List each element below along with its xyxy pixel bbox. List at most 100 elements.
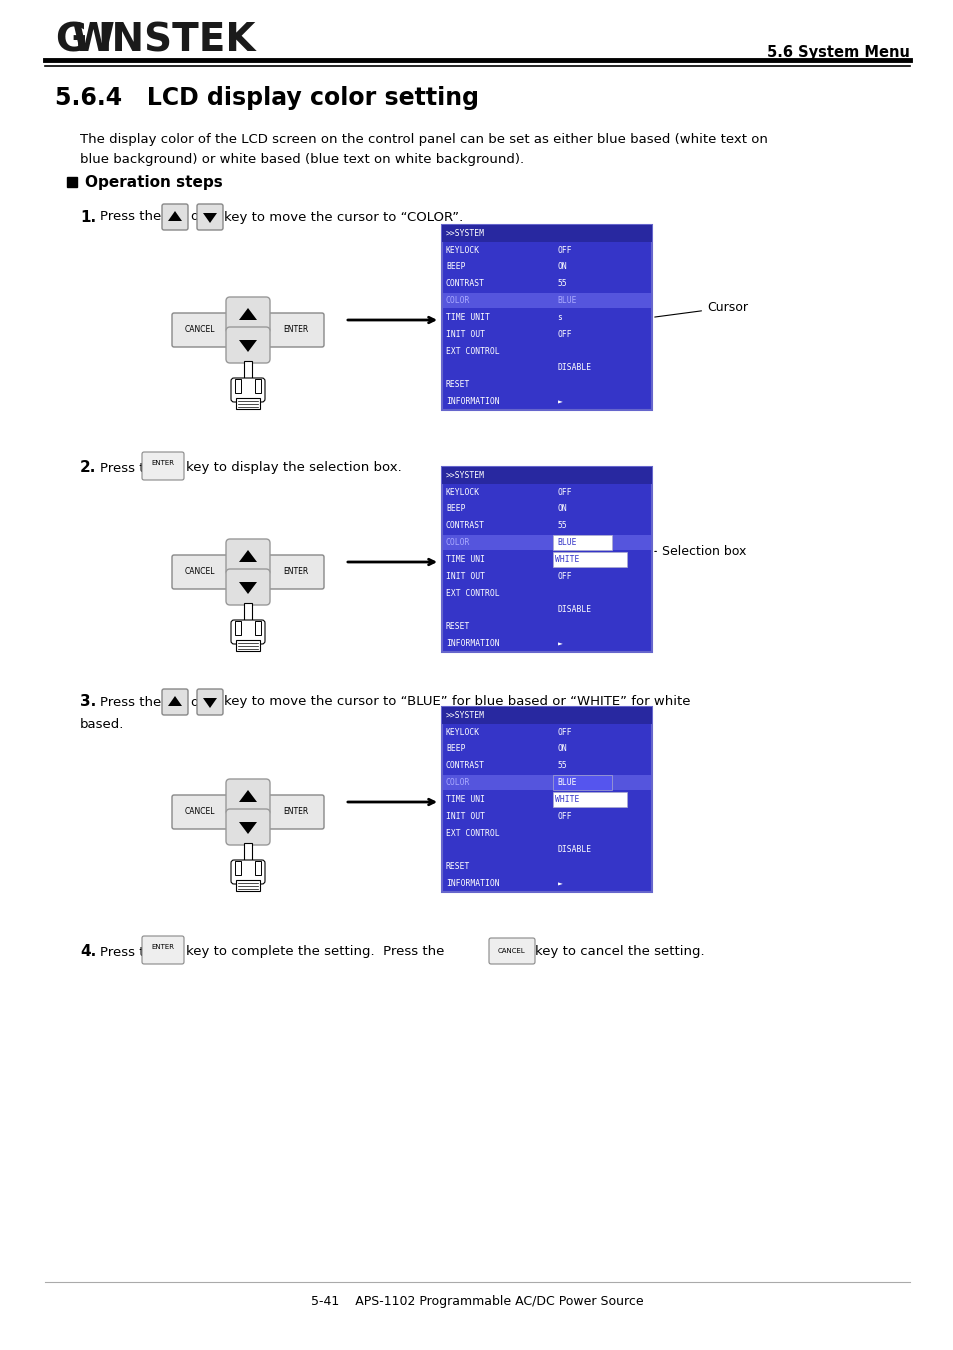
Text: OFF: OFF — [557, 811, 572, 821]
Text: BEEP: BEEP — [446, 262, 465, 271]
Text: 1.: 1. — [80, 209, 96, 224]
Text: WHITE: WHITE — [555, 795, 579, 803]
Text: ON: ON — [557, 505, 567, 513]
Text: BEEP: BEEP — [446, 505, 465, 513]
Text: Press the: Press the — [100, 211, 161, 224]
Bar — [254, 379, 261, 393]
Text: Press the: Press the — [100, 462, 161, 474]
Text: >>SYSTEM: >>SYSTEM — [446, 230, 484, 238]
Text: DISABLE: DISABLE — [557, 363, 591, 373]
Bar — [441, 467, 651, 652]
Bar — [235, 398, 260, 409]
FancyBboxPatch shape — [162, 204, 188, 230]
Text: DISABLE: DISABLE — [557, 845, 591, 855]
Bar — [244, 842, 252, 865]
Text: 3.: 3. — [80, 694, 96, 710]
Bar — [234, 621, 241, 634]
Text: TIME UNIT: TIME UNIT — [446, 313, 489, 321]
Bar — [442, 535, 650, 551]
Text: key to move the cursor to “COLOR”.: key to move the cursor to “COLOR”. — [224, 211, 463, 224]
FancyBboxPatch shape — [268, 795, 324, 829]
Text: RESET: RESET — [446, 381, 470, 389]
Text: KEYLOCK: KEYLOCK — [446, 728, 479, 737]
Text: OFF: OFF — [557, 487, 572, 497]
FancyBboxPatch shape — [172, 555, 228, 589]
Text: INFORMATION: INFORMATION — [446, 879, 499, 888]
Text: key to move the cursor to “BLUE” for blue based or “WHITE” for white: key to move the cursor to “BLUE” for blu… — [224, 695, 690, 709]
Bar — [244, 360, 252, 383]
Text: >>SYSTEM: >>SYSTEM — [446, 711, 484, 720]
Bar — [235, 640, 260, 651]
Text: or: or — [190, 695, 203, 709]
Text: W: W — [71, 22, 114, 59]
Text: OFF: OFF — [557, 572, 572, 580]
FancyBboxPatch shape — [231, 620, 265, 644]
Text: 2.: 2. — [80, 460, 96, 475]
FancyBboxPatch shape — [172, 795, 228, 829]
FancyBboxPatch shape — [162, 688, 188, 716]
Text: INIT OUT: INIT OUT — [446, 811, 484, 821]
Text: CONTRAST: CONTRAST — [446, 521, 484, 531]
Bar — [254, 861, 261, 875]
Bar — [234, 861, 241, 875]
Text: WHITE: WHITE — [555, 555, 579, 564]
Bar — [67, 177, 77, 188]
Text: TIME UNI: TIME UNI — [446, 795, 484, 803]
Text: 5.6 System Menu: 5.6 System Menu — [766, 46, 909, 61]
FancyBboxPatch shape — [226, 779, 270, 815]
Bar — [553, 792, 626, 807]
Bar — [441, 225, 651, 410]
Text: CANCEL: CANCEL — [185, 807, 215, 817]
Text: KEYLOCK: KEYLOCK — [446, 246, 479, 255]
Text: ENTER: ENTER — [152, 944, 174, 950]
Text: BLUE: BLUE — [557, 539, 577, 547]
Text: EXT CONTROL: EXT CONTROL — [446, 347, 499, 355]
Text: INFORMATION: INFORMATION — [446, 397, 499, 406]
FancyBboxPatch shape — [172, 313, 228, 347]
FancyBboxPatch shape — [231, 378, 265, 402]
FancyBboxPatch shape — [142, 452, 184, 481]
Bar — [441, 225, 651, 242]
Text: or: or — [190, 211, 203, 224]
Text: ON: ON — [557, 744, 567, 753]
Bar — [553, 775, 612, 790]
Text: TIME UNI: TIME UNI — [446, 555, 484, 564]
FancyBboxPatch shape — [226, 809, 270, 845]
Text: Operation steps: Operation steps — [85, 174, 222, 189]
Text: 5.6.4   LCD display color setting: 5.6.4 LCD display color setting — [55, 86, 478, 109]
Polygon shape — [239, 549, 256, 562]
FancyBboxPatch shape — [226, 539, 270, 575]
Text: G: G — [55, 22, 87, 59]
Polygon shape — [239, 308, 256, 320]
Text: Selection box: Selection box — [654, 545, 745, 558]
Text: 55: 55 — [557, 761, 567, 771]
Text: 55: 55 — [557, 279, 567, 289]
Text: INFORMATION: INFORMATION — [446, 639, 499, 648]
Text: s: s — [557, 313, 561, 321]
Text: blue background) or white based (blue text on white background).: blue background) or white based (blue te… — [80, 154, 523, 166]
Text: 4.: 4. — [80, 945, 96, 960]
Text: Press the: Press the — [100, 945, 161, 958]
Text: ENTER: ENTER — [152, 460, 174, 466]
Text: CONTRAST: CONTRAST — [446, 279, 484, 289]
Text: RESET: RESET — [446, 622, 470, 632]
Text: OFF: OFF — [557, 329, 572, 339]
Bar — [441, 467, 651, 483]
FancyBboxPatch shape — [226, 327, 270, 363]
Polygon shape — [168, 211, 182, 221]
Text: ►: ► — [557, 879, 561, 888]
Text: key to display the selection box.: key to display the selection box. — [186, 462, 401, 474]
FancyBboxPatch shape — [196, 688, 223, 716]
Text: EXT CONTROL: EXT CONTROL — [446, 589, 499, 598]
Text: DISABLE: DISABLE — [557, 605, 591, 614]
Text: >>SYSTEM: >>SYSTEM — [446, 471, 484, 479]
Text: KEYLOCK: KEYLOCK — [446, 487, 479, 497]
Text: COLOR: COLOR — [446, 296, 470, 305]
Text: BLUE: BLUE — [557, 296, 577, 305]
Text: RESET: RESET — [446, 863, 470, 871]
Text: BEEP: BEEP — [446, 744, 465, 753]
Text: BLUE: BLUE — [557, 778, 577, 787]
Text: OFF: OFF — [557, 246, 572, 255]
FancyBboxPatch shape — [142, 936, 184, 964]
Polygon shape — [203, 213, 216, 223]
